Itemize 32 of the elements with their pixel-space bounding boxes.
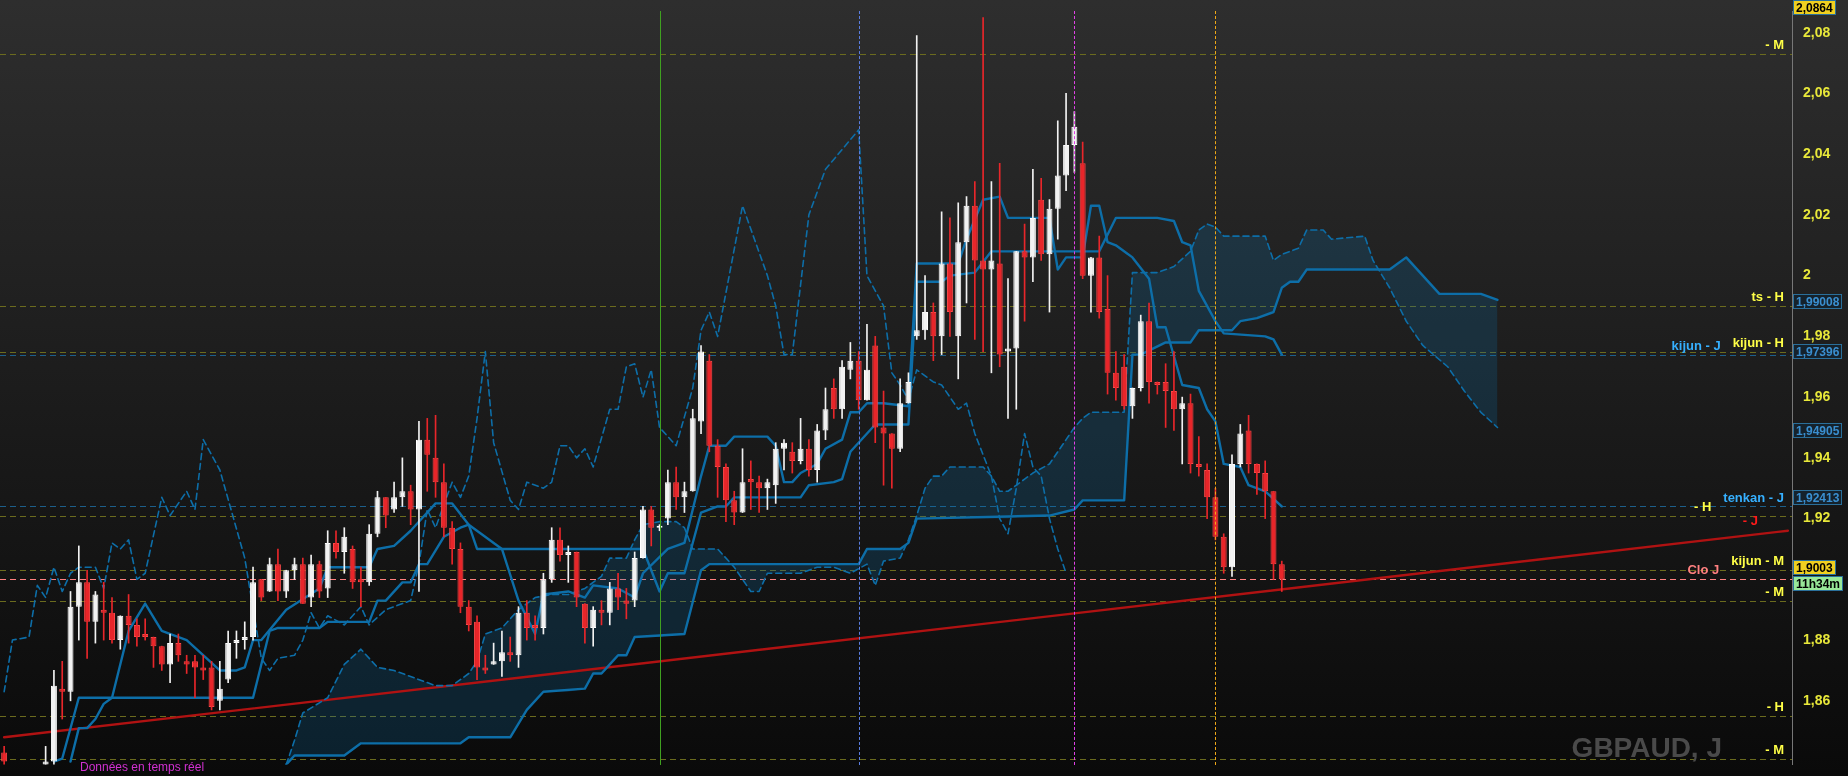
- series-label: - J: [1742, 512, 1758, 528]
- ref-line-label: - M: [1765, 741, 1784, 757]
- y-tick-label: 2,08: [1803, 23, 1831, 40]
- ref-line-label: - H: [1693, 498, 1712, 514]
- y-tick-label: 1,86: [1803, 691, 1831, 708]
- ref-line-label: kijun - M: [1731, 553, 1784, 569]
- y-tick-label: 1,92: [1803, 509, 1831, 526]
- text: 1,92413: [1793, 490, 1843, 505]
- ref-line-label: - H: [1766, 699, 1784, 715]
- text: 1,97396: [1793, 344, 1843, 359]
- y-tick-label: 1,96: [1803, 387, 1831, 404]
- annotation: Données en temps réel: [80, 760, 205, 774]
- text: 1,94905: [1793, 423, 1843, 438]
- y-tick-label: 2,04: [1803, 145, 1831, 161]
- ref-line-label: - M: [1765, 37, 1784, 52]
- text: 1,99008: [1793, 294, 1843, 309]
- annotation: GBPAUD, J: [1571, 732, 1722, 764]
- text: 2,0864: [1793, 0, 1836, 15]
- y-tick-label: 1,98: [1803, 327, 1831, 344]
- y-tick-label: 2,06: [1803, 84, 1831, 101]
- y-tick-label: 1,88: [1803, 630, 1831, 647]
- text: 1,9003: [1793, 560, 1836, 575]
- ref-line-label: ts - H: [1751, 289, 1784, 305]
- ref-line-label: kijun - J: [1671, 337, 1721, 353]
- ref-line-label: kijun - H: [1732, 334, 1784, 350]
- y-tick-label: 2,02: [1803, 205, 1831, 222]
- ref-line-label: Clo J: [1687, 562, 1720, 578]
- y-tick-label: 2: [1803, 266, 1811, 283]
- ref-line-label: tenkan - J: [1723, 489, 1784, 505]
- text: 11h34m: [1793, 576, 1844, 591]
- y-tick-label: 1,94: [1803, 448, 1831, 465]
- ref-line-label: - M: [1765, 583, 1784, 599]
